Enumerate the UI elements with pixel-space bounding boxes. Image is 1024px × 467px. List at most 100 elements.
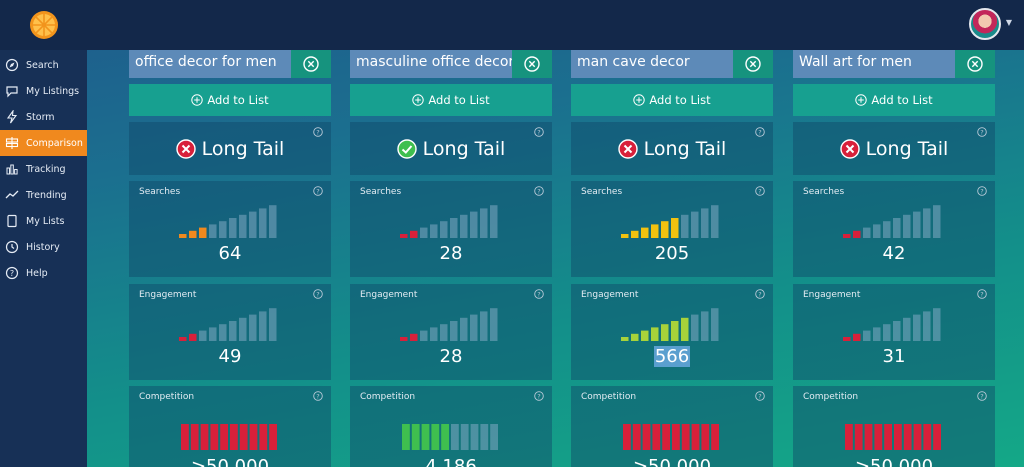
svg-text:?: ?	[537, 392, 540, 400]
searches-value: 205	[571, 243, 773, 264]
searches-label: Searches	[139, 187, 181, 197]
competition-bar	[421, 424, 430, 450]
help-icon[interactable]: ?	[534, 391, 544, 401]
level-bars	[843, 308, 941, 341]
competition-bar	[210, 424, 219, 450]
level-bar	[671, 321, 679, 341]
help-icon[interactable]: ?	[977, 391, 987, 401]
searches-value-text: 205	[654, 243, 690, 264]
engagement-value: 49	[129, 346, 331, 367]
level-bar	[239, 317, 247, 341]
svg-text:?: ?	[980, 128, 983, 136]
sidebar-item-tracking[interactable]: Tracking	[0, 156, 87, 182]
keyword-row: Wall art for men	[793, 50, 995, 78]
level-bar	[470, 314, 478, 341]
help-icon[interactable]: ?	[977, 289, 987, 299]
top-bar: ▼	[0, 0, 1024, 50]
clear-keyword-button[interactable]	[733, 50, 773, 78]
level-bar	[873, 327, 881, 341]
help-icon[interactable]: ?	[755, 391, 765, 401]
competition-card: ? Competition >50,000	[793, 386, 995, 467]
help-icon[interactable]: ?	[977, 186, 987, 196]
app-logo[interactable]	[0, 0, 87, 50]
searches-value: 64	[129, 243, 331, 264]
sidebar-item-storm[interactable]: Storm	[0, 104, 87, 130]
level-bar	[691, 211, 699, 238]
competition-bar	[662, 424, 670, 450]
user-avatar[interactable]	[969, 8, 1001, 40]
clear-keyword-button[interactable]	[955, 50, 995, 78]
keyword-row: masculine office decor	[350, 50, 552, 78]
long-tail-label: Long Tail	[201, 137, 285, 160]
long-tail-label: Long Tail	[422, 137, 506, 160]
level-bar	[440, 221, 448, 238]
question-icon: ?	[5, 266, 19, 280]
competition-bar	[451, 424, 459, 450]
competition-bar	[903, 424, 912, 450]
sidebar-item-history[interactable]: History	[0, 234, 87, 260]
add-to-list-button[interactable]: Add to List	[129, 84, 331, 116]
competition-bar	[490, 424, 498, 450]
help-icon[interactable]: ?	[755, 186, 765, 196]
help-icon[interactable]: ?	[313, 391, 323, 401]
sidebar-item-comparison[interactable]: Comparison	[0, 130, 87, 156]
level-bar	[189, 230, 197, 238]
level-bar	[621, 337, 629, 341]
long-tail-card: ? Long Tail	[129, 122, 331, 175]
sidebar-item-search[interactable]: Search	[0, 52, 87, 78]
competition-bar	[854, 424, 863, 450]
level-bar	[903, 317, 911, 341]
clock-icon	[5, 240, 19, 254]
keyword-input[interactable]: masculine office decor	[350, 50, 512, 78]
plus-circle-icon	[412, 94, 425, 106]
help-icon[interactable]: ?	[755, 127, 765, 137]
level-bar	[711, 308, 719, 341]
keyword-input[interactable]: office decor for men	[129, 50, 291, 78]
keyword-input[interactable]: Wall art for men	[793, 50, 955, 78]
level-bar	[853, 230, 861, 238]
level-bar	[691, 314, 699, 341]
level-bar	[249, 211, 257, 238]
level-bar	[933, 205, 941, 238]
help-icon[interactable]: ?	[313, 127, 323, 137]
engagement-value: 28	[350, 346, 552, 367]
level-bar	[661, 221, 669, 238]
help-icon[interactable]: ?	[534, 186, 544, 196]
competition-bars	[845, 424, 941, 450]
level-bar	[179, 337, 187, 341]
sidebar-item-help[interactable]: ? Help	[0, 260, 87, 286]
help-icon[interactable]: ?	[977, 127, 987, 137]
level-bar	[430, 327, 438, 341]
sidebar-item-trending[interactable]: Trending	[0, 182, 87, 208]
level-bar	[913, 211, 921, 238]
add-to-list-button[interactable]: Add to List	[571, 84, 773, 116]
competition-bar	[642, 424, 651, 450]
sidebar-item-my-lists[interactable]: My Lists	[0, 208, 87, 234]
clear-keyword-button[interactable]	[512, 50, 552, 78]
help-icon[interactable]: ?	[755, 289, 765, 299]
clear-keyword-button[interactable]	[291, 50, 331, 78]
help-icon[interactable]: ?	[534, 127, 544, 137]
competition-bar	[269, 424, 277, 450]
chevron-down-icon[interactable]: ▼	[1005, 18, 1012, 27]
competition-bar	[431, 424, 440, 450]
help-icon[interactable]: ?	[534, 289, 544, 299]
close-circle-icon	[303, 56, 319, 72]
level-bar	[681, 214, 689, 238]
searches-label: Searches	[581, 187, 623, 197]
level-bar	[269, 205, 277, 238]
help-icon[interactable]: ?	[313, 289, 323, 299]
level-bars	[400, 205, 498, 238]
level-bar	[863, 227, 871, 238]
level-bar	[651, 327, 659, 341]
competition-bar	[200, 424, 209, 450]
add-to-list-button[interactable]: Add to List	[350, 84, 552, 116]
searches-card: ? Searches 42	[793, 181, 995, 277]
keyword-input[interactable]: man cave decor	[571, 50, 733, 78]
sidebar-item-my-listings[interactable]: My Listings	[0, 78, 87, 104]
add-to-list-button[interactable]: Add to List	[793, 84, 995, 116]
competition-bar	[480, 424, 489, 450]
level-bar	[249, 314, 257, 341]
competition-bar	[652, 424, 661, 450]
help-icon[interactable]: ?	[313, 186, 323, 196]
